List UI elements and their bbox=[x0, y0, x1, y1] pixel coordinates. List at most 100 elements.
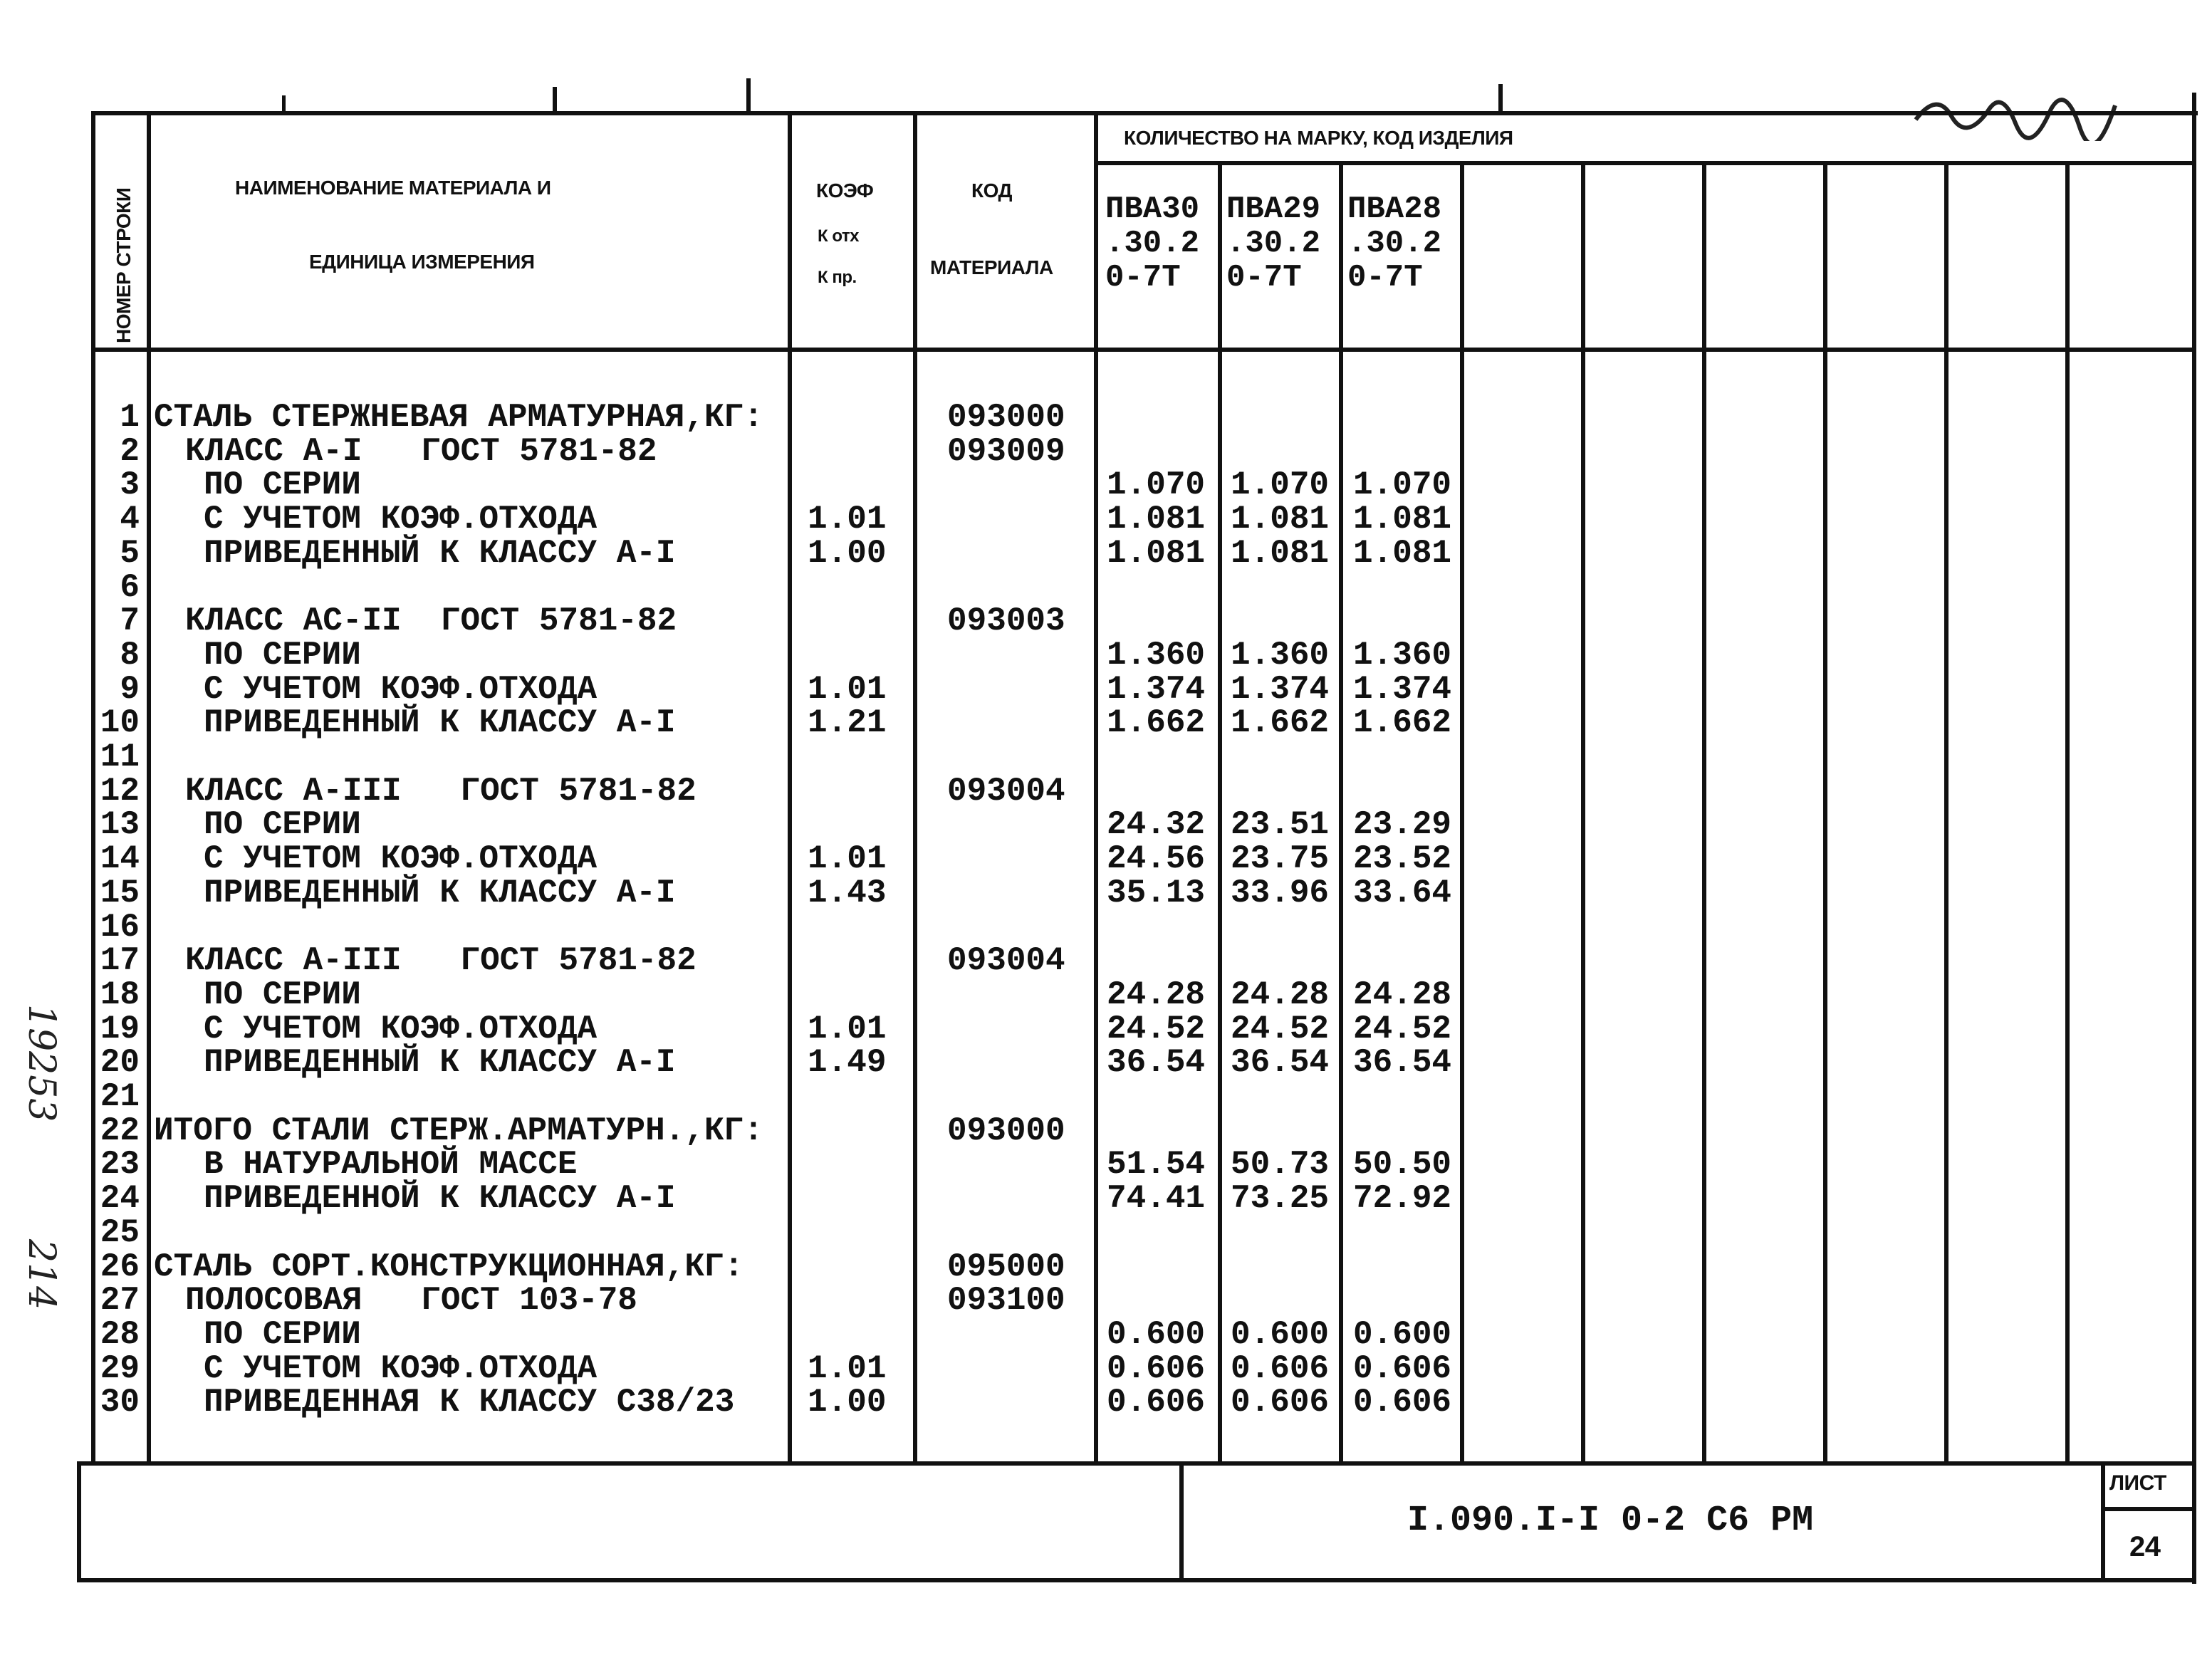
quantity-value: 72.92 bbox=[1353, 1180, 1452, 1218]
quantity-header-divider bbox=[1094, 161, 2196, 165]
row-number: 10 bbox=[100, 704, 140, 742]
quantity-value: 24.56 bbox=[1107, 840, 1206, 878]
row-number: 1 bbox=[120, 399, 140, 436]
quantity-value: 23.52 bbox=[1353, 840, 1452, 878]
quantity-value: 1.081 bbox=[1353, 534, 1452, 572]
row-number: 21 bbox=[100, 1078, 140, 1115]
material-name: С УЧЕТОМ КОЭФ.ОТХОДА bbox=[204, 1350, 598, 1387]
mark-column-divider bbox=[1581, 161, 1585, 1464]
material-name: КЛАСС А-III ГОСТ 5781-82 bbox=[185, 942, 697, 980]
mark-column-divider bbox=[2065, 161, 2070, 1464]
quantity-value: 1.081 bbox=[1353, 501, 1452, 538]
code-header-line1: КОД bbox=[971, 179, 1012, 202]
koef-value: 1.21 bbox=[808, 704, 887, 742]
row-number: 16 bbox=[100, 908, 140, 946]
footer-left bbox=[77, 1461, 81, 1582]
footer-divider bbox=[1179, 1461, 1184, 1582]
column-divider bbox=[147, 111, 151, 1464]
quantity-value: 23.51 bbox=[1231, 806, 1330, 844]
page-note: 214 bbox=[20, 1239, 63, 1310]
frame-left bbox=[91, 111, 95, 1464]
column-divider bbox=[788, 111, 792, 1464]
quantity-value: 1.374 bbox=[1107, 670, 1206, 708]
signature-icon bbox=[1914, 98, 2117, 141]
quantity-value: 33.96 bbox=[1231, 874, 1330, 912]
sheet-box-divider bbox=[2101, 1461, 2105, 1582]
mark-code-line: ПВА29 bbox=[1226, 192, 1321, 227]
quantity-value: 1.360 bbox=[1231, 636, 1330, 674]
koef-value: 1.00 bbox=[808, 534, 887, 572]
material-name: С УЧЕТОМ КОЭФ.ОТХОДА bbox=[204, 670, 598, 708]
material-name: ИТОГО СТАЛИ СТЕРЖ.АРМАТУРН.,КГ: bbox=[154, 1112, 763, 1149]
material-code: 093100 bbox=[947, 1282, 1065, 1320]
row-number: 19 bbox=[100, 1010, 140, 1048]
row-number: 29 bbox=[100, 1350, 140, 1387]
material-name: В НАТУРАЛЬНОЙ МАССЕ bbox=[204, 1146, 578, 1184]
row-number: 11 bbox=[100, 738, 140, 776]
material-name: ПРИВЕДЕННАЯ К КЛАССУ С38/23 bbox=[204, 1384, 735, 1421]
quantity-value: 1.081 bbox=[1107, 534, 1206, 572]
sheet-label: ЛИСТ bbox=[2109, 1471, 2166, 1495]
code-header-line2: МАТЕРИАЛА bbox=[930, 256, 1053, 278]
material-code: 095000 bbox=[947, 1248, 1065, 1285]
mark-column-divider bbox=[1218, 161, 1222, 1464]
row-number: 2 bbox=[120, 432, 140, 470]
koef-value: 1.49 bbox=[808, 1044, 887, 1082]
mark-code-line: 0-7Т bbox=[1226, 260, 1302, 296]
quantity-value: 36.54 bbox=[1107, 1044, 1206, 1082]
mark-column-divider bbox=[1460, 161, 1464, 1464]
tick-mark bbox=[282, 95, 286, 113]
quantity-value: 73.25 bbox=[1231, 1180, 1330, 1218]
quantity-value: 50.73 bbox=[1231, 1146, 1330, 1184]
mark-code-line: ПВА30 bbox=[1105, 192, 1200, 227]
material-name: КЛАСС АС-II ГОСТ 5781-82 bbox=[185, 602, 677, 640]
row-number: 26 bbox=[100, 1248, 140, 1285]
material-code: 093003 bbox=[947, 602, 1065, 640]
quantity-value: 24.52 bbox=[1353, 1010, 1452, 1048]
frame-right bbox=[2192, 93, 2196, 1584]
header-bottom bbox=[93, 348, 2196, 352]
material-code: 093004 bbox=[947, 772, 1065, 810]
inventory-number: 19253 bbox=[20, 1004, 63, 1122]
material-name: С УЧЕТОМ КОЭФ.ОТХОДА bbox=[204, 501, 598, 538]
material-name: ПО СЕРИИ bbox=[204, 976, 361, 1013]
quantity-value: 1.070 bbox=[1107, 466, 1206, 504]
mark-column-divider bbox=[1702, 161, 1706, 1464]
footer-bottom bbox=[77, 1578, 2196, 1582]
row-number: 4 bbox=[120, 501, 140, 538]
row-number: 7 bbox=[120, 602, 140, 640]
mark-code-line: .30.2 bbox=[1226, 226, 1321, 261]
koef-value: 1.01 bbox=[808, 1010, 887, 1048]
mark-column-divider bbox=[1944, 161, 1948, 1464]
mark-code-line: .30.2 bbox=[1105, 226, 1200, 261]
koef-value: 1.01 bbox=[808, 840, 887, 878]
row-number: 5 bbox=[120, 534, 140, 572]
material-name: ПРИВЕДЕННЫЙ К КЛАССУ А-I bbox=[204, 534, 676, 572]
quantity-header: КОЛИЧЕСТВО НА МАРКУ, КОД ИЗДЕЛИЯ bbox=[1124, 127, 1513, 149]
material-name: ПО СЕРИИ bbox=[204, 1315, 361, 1353]
quantity-value: 0.606 bbox=[1107, 1384, 1206, 1421]
material-code: 093000 bbox=[947, 1112, 1065, 1149]
k-otx-header: К отх bbox=[818, 226, 859, 246]
quantity-value: 23.75 bbox=[1231, 840, 1330, 878]
material-name: ПРИВЕДЕННОЙ К КЛАССУ А-I bbox=[204, 1180, 676, 1218]
koef-header: КОЭФ bbox=[816, 179, 874, 202]
row-number: 14 bbox=[100, 840, 140, 878]
quantity-value: 1.662 bbox=[1107, 704, 1206, 742]
quantity-value: 1.070 bbox=[1353, 466, 1452, 504]
material-name: ПО СЕРИИ bbox=[204, 636, 361, 674]
material-name: С УЧЕТОМ КОЭФ.ОТХОДА bbox=[204, 840, 598, 878]
material-name: ПО СЕРИИ bbox=[204, 466, 361, 504]
quantity-value: 1.374 bbox=[1353, 670, 1452, 708]
quantity-value: 1.081 bbox=[1107, 501, 1206, 538]
row-number: 28 bbox=[100, 1315, 140, 1353]
quantity-value: 1.360 bbox=[1107, 636, 1206, 674]
material-name-header-line2: ЕДИНИЦА ИЗМЕРЕНИЯ bbox=[309, 251, 535, 273]
row-number: 17 bbox=[100, 942, 140, 980]
quantity-value: 24.28 bbox=[1353, 976, 1452, 1013]
quantity-value: 0.600 bbox=[1107, 1315, 1206, 1353]
quantity-value: 1.360 bbox=[1353, 636, 1452, 674]
quantity-value: 0.606 bbox=[1353, 1350, 1452, 1387]
quantity-value: 36.54 bbox=[1231, 1044, 1330, 1082]
row-number: 27 bbox=[100, 1282, 140, 1320]
